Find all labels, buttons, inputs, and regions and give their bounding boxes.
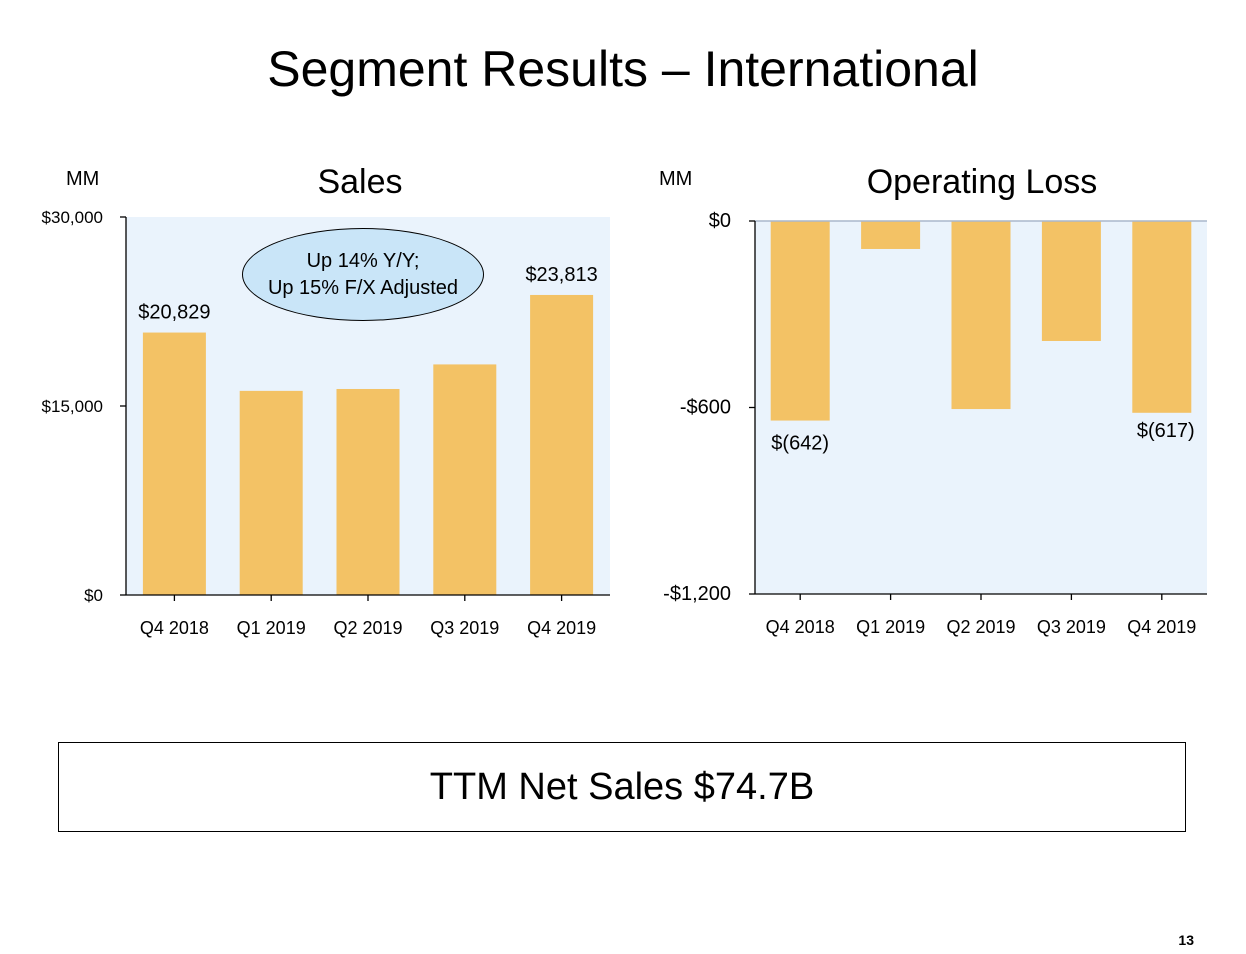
x-tick-label: Q2 2019: [946, 617, 1015, 637]
x-tick-label: Q4 2019: [1127, 617, 1196, 637]
callout-line-1: Up 14% Y/Y;: [306, 249, 420, 272]
bar-q4-2019: [530, 294, 594, 595]
sales-unit-label: MM: [66, 168, 100, 190]
y-tick-label: $15,000: [42, 397, 103, 416]
data-label: $20,829: [138, 302, 210, 324]
x-tick-label: Q1 2019: [237, 618, 306, 638]
x-tick-label: Q3 2019: [430, 618, 499, 638]
sales-chart-title: Sales: [317, 163, 403, 201]
x-tick-label: Q3 2019: [1037, 617, 1106, 637]
bar-q3-2019: [433, 364, 497, 595]
operating-loss-chart: $0 -$600 -$1,200 Q4 2018 Q1 2019 Q2 2019 Q3 20…: [663, 210, 1207, 637]
bar-q4-2019: [1132, 221, 1192, 413]
x-tick-label: Q4 2018: [140, 618, 209, 638]
y-tick-label: $0: [84, 586, 103, 605]
data-label: $23,813: [525, 264, 597, 286]
bar-q2-2019: [336, 388, 400, 595]
y-tick-label: $0: [709, 210, 731, 232]
slide-title: Segment Results – International: [267, 41, 979, 97]
data-label: $(617): [1137, 420, 1195, 442]
ttm-net-sales-text: TTM Net Sales $74.7B: [429, 765, 815, 808]
bar-q4-2018: [142, 332, 206, 595]
growth-callout: Up 14% Y/Y; Up 15% F/X Adjusted: [242, 228, 484, 321]
x-tick-label: Q4 2018: [766, 617, 835, 637]
y-tick-label: -$600: [680, 397, 731, 419]
x-tick-label: Q1 2019: [856, 617, 925, 637]
x-tick-label: Q2 2019: [333, 618, 402, 638]
oploss-unit-label: MM: [659, 168, 693, 190]
y-tick-label: $30,000: [42, 208, 103, 227]
x-tick-label: Q4 2019: [527, 618, 596, 638]
bar-q1-2019: [861, 221, 921, 249]
bar-q2-2019: [951, 221, 1011, 410]
bar-q4-2018: [770, 221, 830, 421]
ttm-net-sales-box: TTM Net Sales $74.7B: [58, 742, 1186, 832]
callout-line-2: Up 15% F/X Adjusted: [267, 276, 459, 299]
page-number: 13: [1178, 932, 1194, 948]
bar-q1-2019: [239, 390, 303, 595]
bar-q3-2019: [1041, 221, 1101, 341]
oploss-chart-title: Operating Loss: [866, 163, 1098, 201]
y-tick-label: -$1,200: [663, 583, 731, 605]
data-label: $(642): [771, 433, 829, 455]
